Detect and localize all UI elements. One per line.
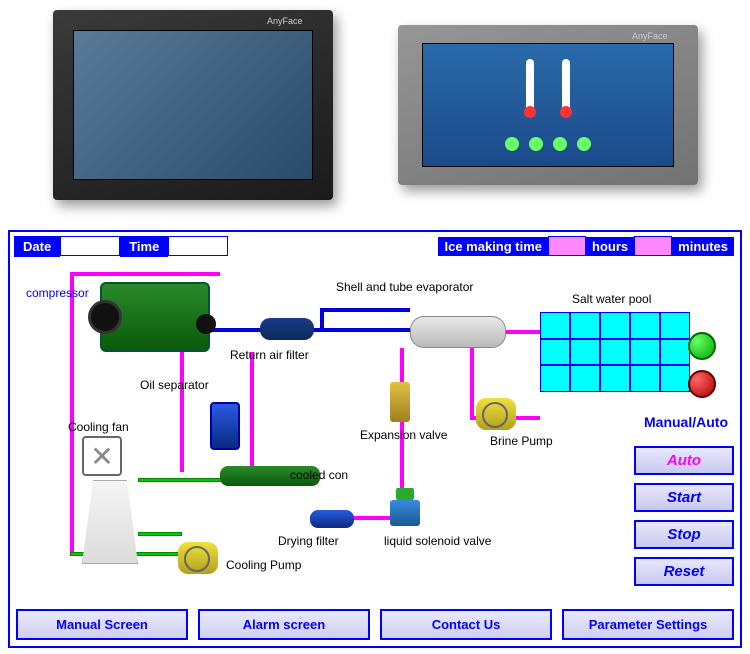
cooling-pump [178, 542, 218, 574]
indicator-icon [505, 137, 519, 151]
stop-button[interactable]: Stop [634, 520, 734, 549]
start-button[interactable]: Start [634, 483, 734, 512]
exp-valve-label: Expansion valve [360, 428, 447, 442]
hmi-panel-right: AnyFace [398, 25, 698, 185]
expansion-valve [390, 382, 410, 422]
cooling-tower [82, 480, 138, 564]
hmi-brand: AnyFace [632, 31, 668, 41]
indicator-icon [529, 137, 543, 151]
ice-making-time: Ice making time hours minutes [438, 236, 734, 256]
return-filter-label: Return air filter [230, 348, 309, 362]
return-air-filter [260, 318, 314, 340]
sol-valve-label: liquid solenoid valve [384, 534, 491, 548]
indicator-icon [553, 137, 567, 151]
hmi-photo-row: AnyFace AnyFace [0, 0, 750, 210]
indicator-icon [577, 137, 591, 151]
date-value[interactable] [60, 236, 120, 256]
time-label: Time [120, 236, 168, 257]
date-label: Date [14, 236, 60, 257]
pipe [320, 310, 324, 330]
thermometer-icon [526, 59, 534, 114]
manual-auto-label: Manual/Auto [644, 414, 728, 430]
reset-button[interactable]: Reset [634, 557, 734, 586]
pipe [470, 348, 474, 418]
pipe [320, 308, 410, 312]
evaporator-label: Shell and tube evaporator [336, 280, 473, 294]
hmi-panel-left: AnyFace [53, 10, 333, 200]
brine-pump [476, 398, 516, 430]
alarm-screen-button[interactable]: Alarm screen [198, 609, 370, 640]
drying-filter [310, 510, 354, 528]
compressor [100, 282, 210, 352]
cooling-fan-label: Cooling fan [68, 420, 129, 434]
ice-hours-value[interactable] [548, 236, 586, 256]
auto-button[interactable]: Auto [634, 446, 734, 475]
scada-panel: Date Time Ice making time hours minutes [8, 230, 742, 648]
hmi-screen-left [73, 30, 313, 180]
salt-water-pool [540, 312, 690, 392]
oil-sep-label: Oil separator [140, 378, 209, 392]
salt-pool-label: Salt water pool [572, 292, 651, 306]
pipe [250, 352, 254, 472]
manual-screen-button[interactable]: Manual Screen [16, 609, 188, 640]
cooling-fan [82, 436, 122, 476]
cooling-pump-label: Cooling Pump [226, 558, 301, 572]
indicator-green [688, 332, 716, 360]
indicator-red [688, 370, 716, 398]
pipe [138, 478, 222, 482]
pipe [138, 532, 182, 536]
side-button-group: Auto Start Stop Reset [634, 446, 734, 586]
oil-separator [210, 402, 240, 450]
brine-pump-label: Brine Pump [490, 434, 553, 448]
pipe [180, 352, 184, 472]
time-value[interactable] [168, 236, 228, 256]
hours-label: hours [586, 237, 634, 256]
minutes-label: minutes [672, 237, 734, 256]
hmi-screen-right [422, 43, 674, 167]
solenoid-valve [390, 500, 420, 526]
thermometer-icon [562, 59, 570, 114]
drying-filter-label: Drying filter [278, 534, 339, 548]
pipe [70, 272, 220, 276]
pipe [506, 330, 542, 334]
bottom-button-group: Manual Screen Alarm screen Contact Us Pa… [16, 609, 734, 640]
hmi-brand: AnyFace [267, 16, 303, 26]
ice-time-label: Ice making time [438, 237, 548, 256]
cooled-con-label: cooled con [290, 468, 348, 482]
header-datetime: Date Time [14, 236, 228, 257]
contact-us-button[interactable]: Contact Us [380, 609, 552, 640]
pipe [70, 272, 74, 552]
parameter-settings-button[interactable]: Parameter Settings [562, 609, 734, 640]
ice-minutes-value[interactable] [634, 236, 672, 256]
compressor-label: compressor [26, 286, 89, 300]
evaporator [410, 316, 506, 348]
